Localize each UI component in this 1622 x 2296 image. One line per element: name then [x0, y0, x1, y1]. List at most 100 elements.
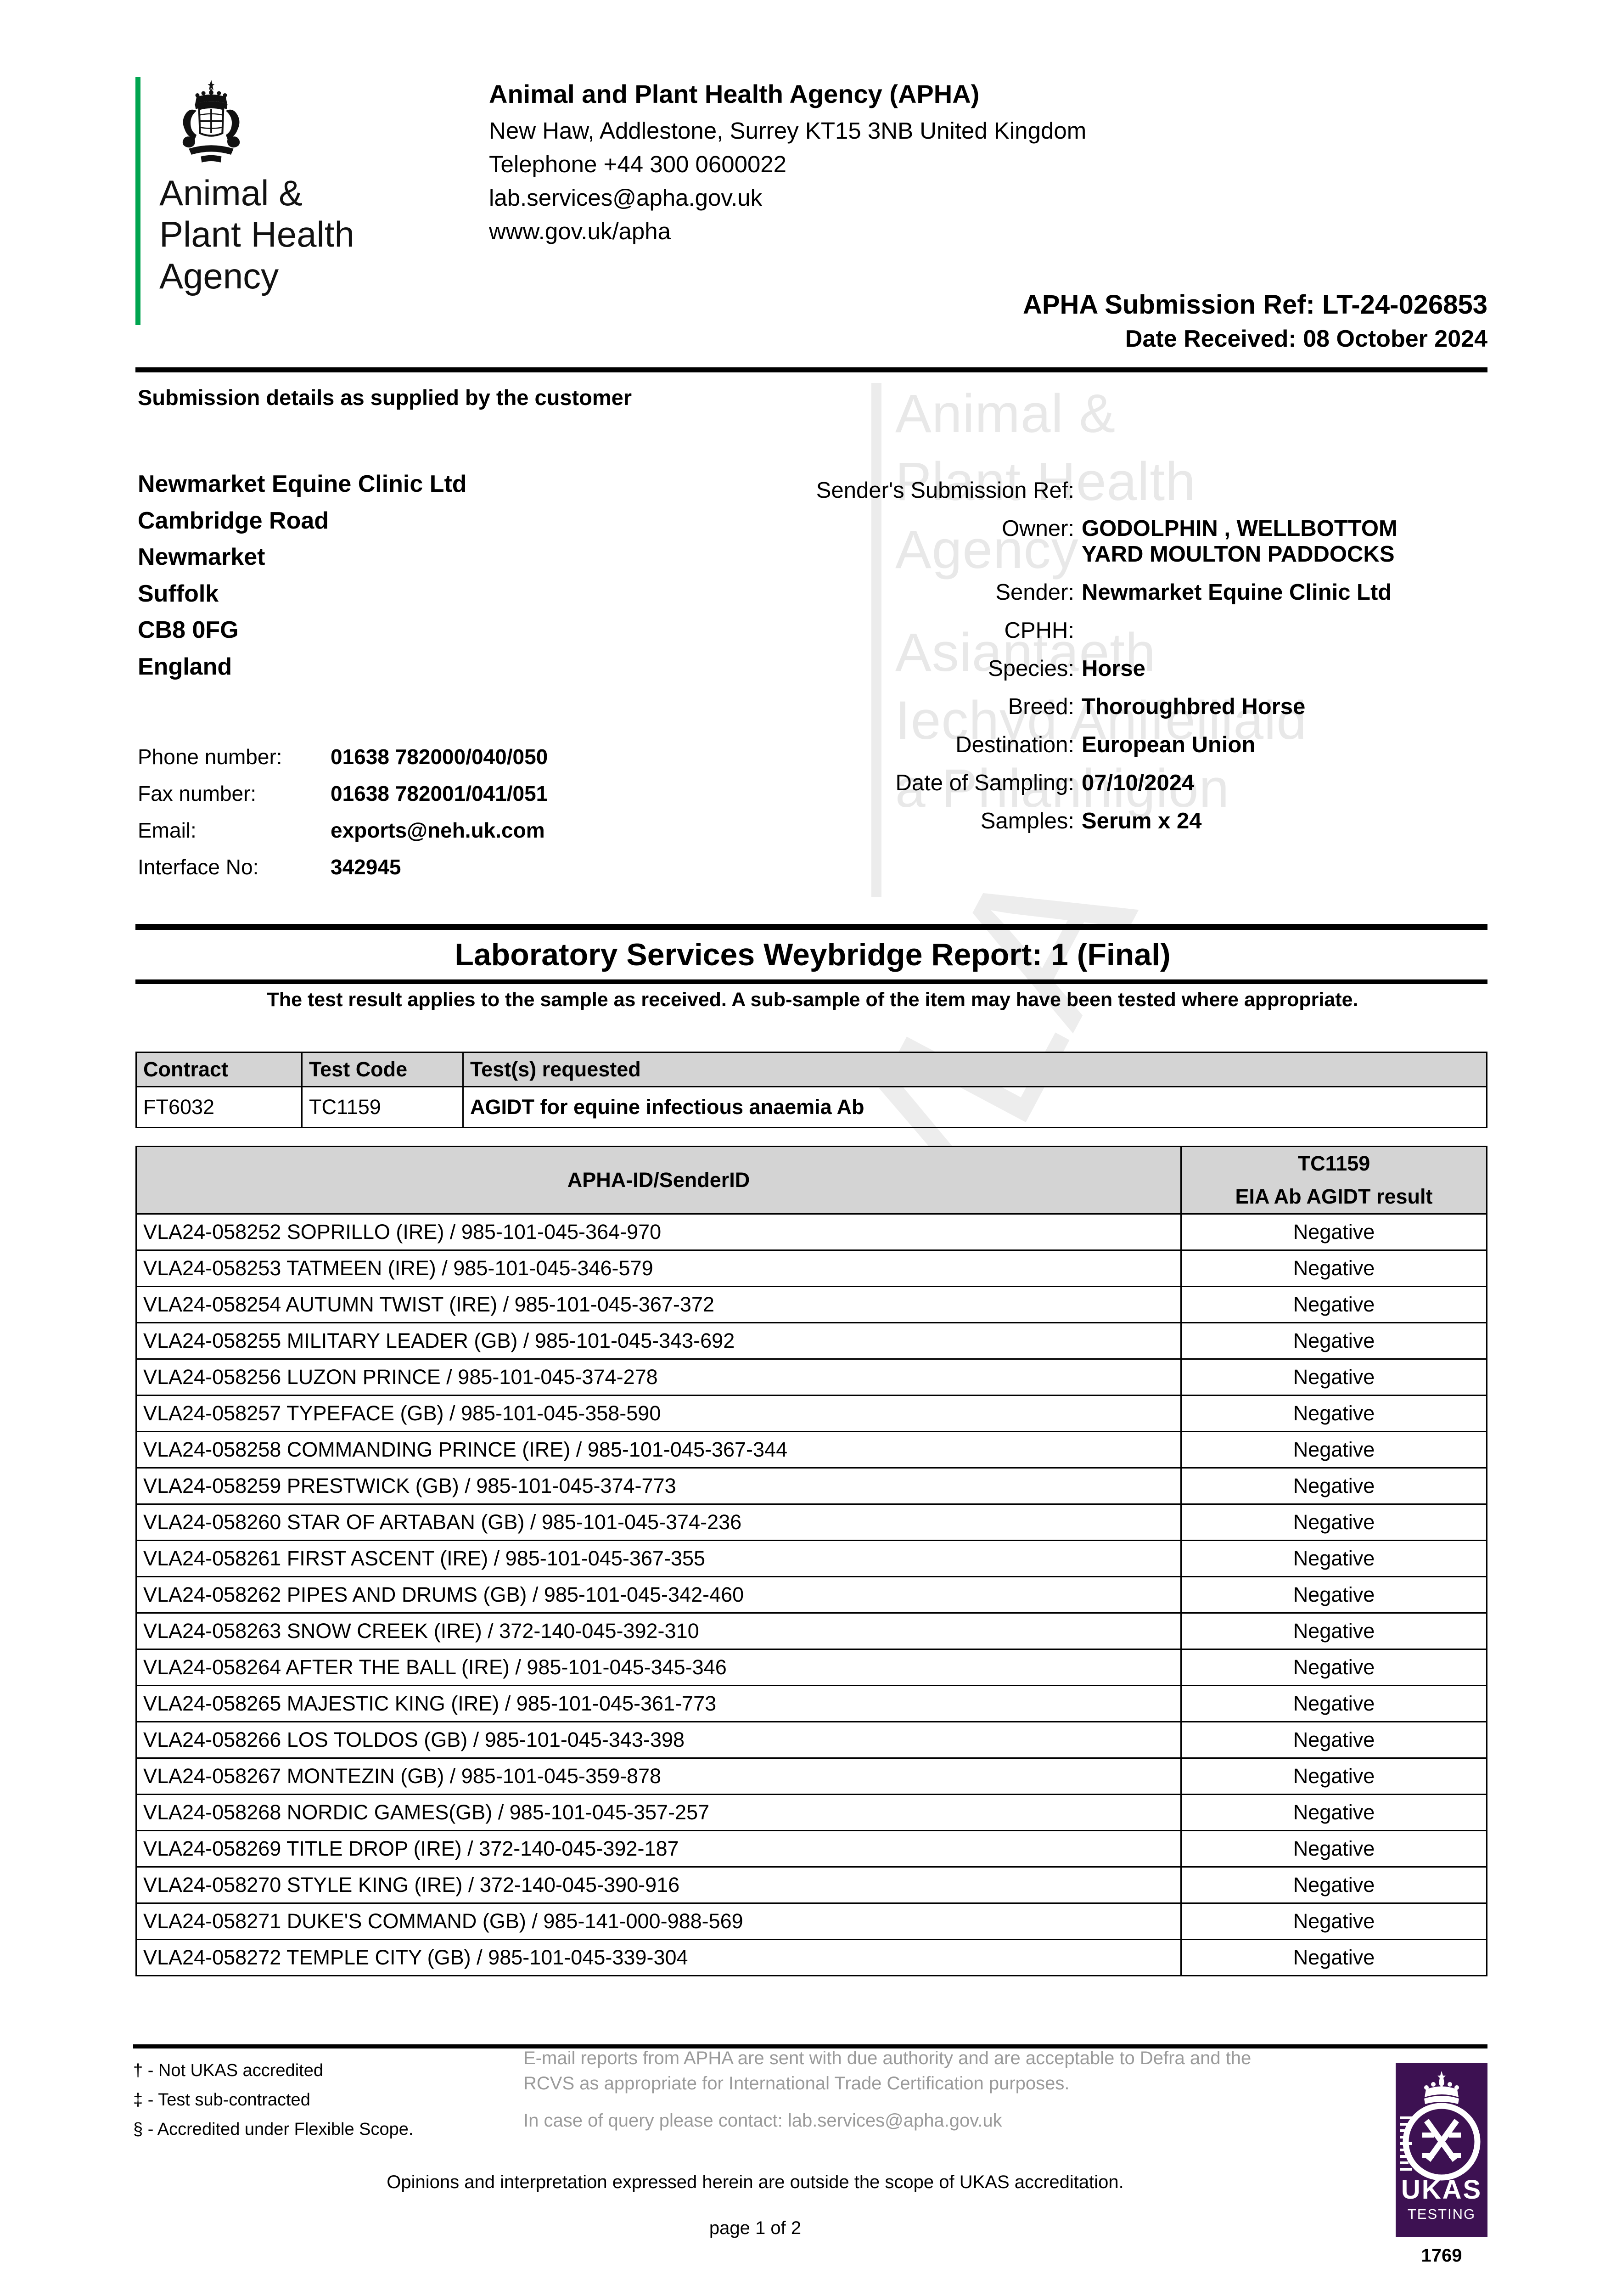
- result-value: Negative: [1180, 1685, 1487, 1722]
- results-table: APHA-ID/SenderID TC1159 EIA Ab AGIDT res…: [135, 1146, 1487, 1976]
- result-value: Negative: [1180, 1866, 1487, 1904]
- contact-row: Phone number: 01638 782000/040/050: [138, 746, 548, 783]
- contact-row: Interface No: 342945: [138, 856, 548, 893]
- result-value: Negative: [1180, 1395, 1487, 1432]
- table-row: VLA24-058265 MAJESTIC KING (IRE) / 985-1…: [135, 1685, 1487, 1722]
- footer-page-number: page 1 of 2: [709, 2218, 802, 2238]
- table-row: VLA24-058270 STYLE KING (IRE) / 372-140-…: [135, 1866, 1487, 1904]
- customer-contact-grid: Phone number: 01638 782000/040/050 Fax n…: [138, 746, 548, 893]
- result-value: Negative: [1180, 1649, 1487, 1686]
- contact-label: Phone number:: [138, 745, 282, 769]
- contact-value[interactable]: exports@neh.uk.com: [331, 818, 545, 842]
- watermark-line-1: Animal &: [895, 383, 1116, 444]
- report-note: The test result applies to the sample as…: [267, 989, 1358, 1011]
- result-value: Negative: [1180, 1540, 1487, 1577]
- org-address: New Haw, Addlestone, Surrey KT15 3NB Uni…: [489, 118, 1087, 144]
- result-value: Negative: [1180, 1467, 1487, 1505]
- org-website[interactable]: www.gov.uk/apha: [489, 218, 671, 244]
- footer-accreditation-notes: † - Not UKAS accredited ‡ - Test sub-con…: [133, 2062, 413, 2150]
- contract-header-test-code: Test Code: [301, 1052, 464, 1087]
- contract-table: Contract Test Code Test(s) requested FT6…: [135, 1052, 1487, 1128]
- result-id: VLA24-058268 NORDIC GAMES(GB) / 985-101-…: [135, 1794, 1182, 1831]
- table-row: VLA24-058264 AFTER THE BALL (IRE) / 985-…: [135, 1649, 1487, 1686]
- sender-value: Newmarket Equine Clinic Ltd: [1082, 580, 1392, 605]
- logo-line-2: Plant Health: [159, 214, 354, 255]
- contact-label: Interface No:: [138, 855, 259, 879]
- result-id: VLA24-058264 AFTER THE BALL (IRE) / 985-…: [135, 1649, 1182, 1686]
- result-value: Negative: [1180, 1830, 1487, 1868]
- customer-address-line: Newmarket Equine Clinic Ltd: [138, 471, 467, 497]
- results-header-test-code: TC1159: [1297, 1152, 1370, 1175]
- result-id: VLA24-058262 PIPES AND DRUMS (GB) / 985-…: [135, 1576, 1182, 1614]
- table-row: VLA24-058269 TITLE DROP (IRE) / 372-140-…: [135, 1830, 1487, 1868]
- meta-row-senders-ref: Sender's Submission Ref:: [762, 478, 1487, 516]
- samples-label: Samples:: [980, 809, 1074, 833]
- result-value: Negative: [1180, 1612, 1487, 1650]
- contract-cell-tests-requested: AGIDT for equine infectious anaemia Ab: [462, 1086, 1487, 1128]
- results-header-apha-id: APHA-ID/SenderID: [135, 1146, 1182, 1215]
- result-value: Negative: [1180, 1249, 1487, 1287]
- submission-details-title: Submission details as supplied by the cu…: [138, 385, 632, 410]
- report-bottom-rule: [135, 979, 1487, 984]
- species-value: Horse: [1082, 656, 1145, 681]
- submission-ref-block: APHA Submission Ref: LT-24-026853 Date R…: [574, 287, 1487, 355]
- contract-cell-contract: FT6032: [135, 1086, 303, 1128]
- ukas-accreditation-number: 1769: [1421, 2245, 1462, 2266]
- footer-divider-rule: [133, 2044, 1487, 2048]
- senders-submission-ref-label: Sender's Submission Ref:: [816, 478, 1074, 503]
- result-value: Negative: [1180, 1721, 1487, 1759]
- contract-cell-test-code: TC1159: [301, 1086, 464, 1128]
- owner-line-1: GODOLPHIN , WELLBOTTOM: [1082, 516, 1398, 541]
- date-received: Date Received: 08 October 2024: [1125, 326, 1487, 353]
- customer-address-line: CB8 0FG: [138, 617, 239, 644]
- results-header-test: TC1159 EIA Ab AGIDT result: [1180, 1146, 1487, 1215]
- customer-address-line: Cambridge Road: [138, 507, 329, 534]
- result-value: Negative: [1180, 1757, 1487, 1795]
- sender-label: Sender:: [995, 580, 1074, 605]
- destination-label: Destination:: [955, 732, 1074, 757]
- cphh-value: [1082, 618, 1487, 656]
- result-value: Negative: [1180, 1939, 1487, 1976]
- ukas-logo: UKAS TESTING: [1396, 2063, 1487, 2237]
- org-email[interactable]: lab.services@apha.gov.uk: [489, 184, 763, 211]
- result-id: VLA24-058255 MILITARY LEADER (GB) / 985-…: [135, 1322, 1182, 1360]
- footer-grey-query: In case of query please contact: lab.ser…: [523, 2110, 1002, 2131]
- contact-value: 01638 782001/041/051: [331, 782, 548, 805]
- contract-header-contract: Contract: [135, 1052, 303, 1087]
- date-of-sampling-label: Date of Sampling:: [895, 771, 1075, 795]
- table-row: VLA24-058268 NORDIC GAMES(GB) / 985-101-…: [135, 1794, 1487, 1831]
- table-row: VLA24-058252 SOPRILLO (IRE) / 985-101-04…: [135, 1213, 1487, 1251]
- meta-row-destination: Destination: European Union: [762, 732, 1487, 770]
- result-value: Negative: [1180, 1213, 1487, 1251]
- footer-grey-paragraph: E-mail reports from APHA are sent with d…: [523, 2048, 1252, 2093]
- table-row: VLA24-058258 COMMANDING PRINCE (IRE) / 9…: [135, 1431, 1487, 1469]
- result-value: Negative: [1180, 1503, 1487, 1541]
- contract-table-header-row: Contract Test Code Test(s) requested: [135, 1052, 1487, 1087]
- owner-line-2: YARD MOULTON PADDOCKS: [1082, 542, 1395, 567]
- table-row: VLA24-058263 SNOW CREEK (IRE) / 372-140-…: [135, 1612, 1487, 1650]
- owner-value: GODOLPHIN , WELLBOTTOM YARD MOULTON PADD…: [1082, 516, 1487, 580]
- result-id: VLA24-058253 TATMEEN (IRE) / 985-101-045…: [135, 1249, 1182, 1287]
- logo-green-rule: [135, 77, 140, 325]
- meta-row-breed: Breed: Thoroughbred Horse: [762, 694, 1487, 732]
- result-id: VLA24-058254 AUTUMN TWIST (IRE) / 985-10…: [135, 1286, 1182, 1323]
- contract-table-row: FT6032 TC1159 AGIDT for equine infectiou…: [135, 1086, 1487, 1128]
- table-row: VLA24-058271 DUKE'S COMMAND (GB) / 985-1…: [135, 1902, 1487, 1940]
- table-row: VLA24-058254 AUTUMN TWIST (IRE) / 985-10…: [135, 1286, 1487, 1323]
- footer-note: † - Not UKAS accredited: [133, 2061, 323, 2080]
- result-id: VLA24-058269 TITLE DROP (IRE) / 372-140-…: [135, 1830, 1182, 1868]
- contact-value: 342945: [331, 855, 401, 879]
- result-value: Negative: [1180, 1286, 1487, 1323]
- contact-label: Email:: [138, 818, 196, 842]
- destination-value: European Union: [1082, 732, 1256, 757]
- meta-row-species: Species: Horse: [762, 656, 1487, 694]
- results-header-test-name: EIA Ab AGIDT result: [1235, 1185, 1433, 1208]
- result-value: Negative: [1180, 1431, 1487, 1469]
- table-row: VLA24-058272 TEMPLE CITY (GB) / 985-101-…: [135, 1939, 1487, 1976]
- meta-row-sender: Sender: Newmarket Equine Clinic Ltd: [762, 580, 1487, 618]
- table-row: VLA24-058262 PIPES AND DRUMS (GB) / 985-…: [135, 1576, 1487, 1614]
- submission-ref: APHA Submission Ref: LT-24-026853: [1022, 290, 1487, 320]
- table-row: VLA24-058253 TATMEEN (IRE) / 985-101-045…: [135, 1249, 1487, 1287]
- result-value: Negative: [1180, 1902, 1487, 1940]
